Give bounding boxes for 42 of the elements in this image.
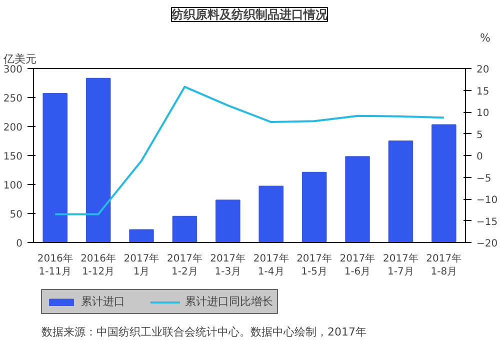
bar <box>302 172 327 242</box>
y2-tick-label: 0 <box>476 152 483 162</box>
y2-tick-label: −20 <box>476 238 498 250</box>
bar <box>432 124 456 242</box>
bar <box>172 216 198 242</box>
x-tick-label: 2017年 1月 <box>124 252 160 278</box>
y-tick-label: 100 <box>3 180 23 192</box>
legend-label: 累计进口同比增长 <box>185 294 273 309</box>
y-tick-label: 150 <box>3 152 23 162</box>
y-tick-label: 0 <box>16 238 23 250</box>
bar <box>345 156 370 242</box>
y2-tick-label: 15 <box>476 86 490 98</box>
x-tick-label: 2017年 1-4月 <box>253 252 289 278</box>
x-tick-label: 2016年 1-11月 <box>37 252 73 278</box>
bar <box>258 186 284 242</box>
bar <box>129 229 154 242</box>
y2-tick-label: 10 <box>476 108 490 119</box>
y2-tick-label: −10 <box>476 195 498 206</box>
y-tick-label: 50 <box>10 210 23 220</box>
source-note: 数据来源：中国纺织工业联合会统计中心。数据中心绘制，2017年 <box>42 326 366 338</box>
y-tick-label: 200 <box>3 122 23 134</box>
bar <box>42 92 68 242</box>
y2-tick-label: 20 <box>476 64 490 76</box>
y2-tick-label: 5 <box>476 130 483 141</box>
y2-tick-label: −5 <box>476 173 492 184</box>
x-tick-label: 2016年 1-12月 <box>80 252 116 278</box>
y-tick-label: 300 <box>3 64 23 76</box>
y-tick-label: 250 <box>3 94 23 104</box>
line-series <box>54 86 445 216</box>
x-tick-label: 2017年 1-6月 <box>340 252 376 278</box>
bar <box>86 78 111 242</box>
x-tick-label: 2017年 1-8月 <box>426 252 462 278</box>
bar <box>388 140 414 242</box>
bar <box>216 200 240 242</box>
x-tick-label: 2017年 1-2月 <box>166 252 202 278</box>
y-axis-title: 亿美元 <box>2 52 36 66</box>
x-tick-label: 2017年 1-3月 <box>210 252 246 278</box>
x-tick-label: 2017年 1-7月 <box>382 252 418 278</box>
legend-label: 累计进口 <box>81 294 125 309</box>
y2-axis-title: % <box>480 32 490 44</box>
x-tick-label: 2017年 1-5月 <box>296 252 332 278</box>
y2-tick-label: −15 <box>476 216 498 228</box>
